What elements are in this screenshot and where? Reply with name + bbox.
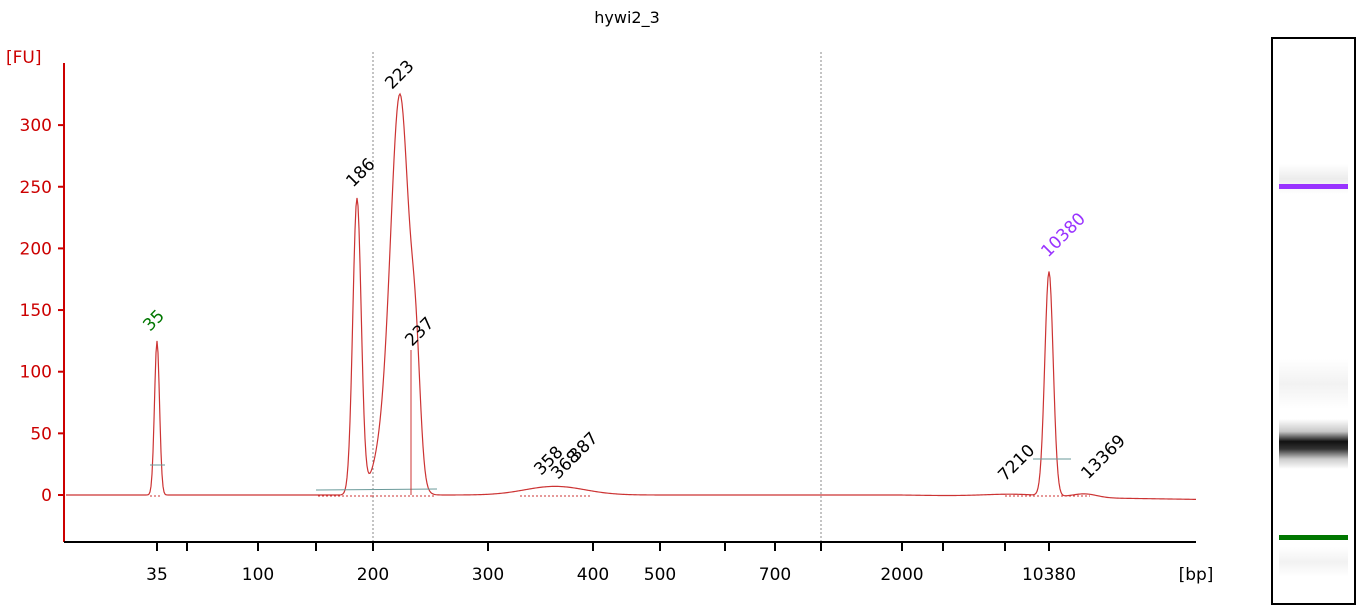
y-tick-label: 0 <box>41 486 52 506</box>
y-tick-label: 200 <box>20 239 52 259</box>
peak-label: 237 <box>401 313 438 350</box>
y-tick-labels: 0 50 100 150 200 250 300 <box>20 116 52 506</box>
x-tick-label: 500 <box>644 565 676 585</box>
x-tick-labels: 35 100 200 300 400 500 700 2000 10380 <box>146 565 1076 585</box>
trace-line <box>66 92 1197 500</box>
gel-lower-marker-band <box>1279 535 1348 540</box>
x-tick-label: 300 <box>472 565 504 585</box>
peak-label: 35 <box>139 306 168 335</box>
gel-smear <box>1279 164 1348 194</box>
x-tick-label: 35 <box>146 565 168 585</box>
x-tick-label: 100 <box>242 565 274 585</box>
x-tick-label: 200 <box>357 565 389 585</box>
y-tick-label: 150 <box>20 301 52 321</box>
peak-label: 223 <box>381 56 418 93</box>
peak-label: 13369 <box>1077 431 1129 483</box>
chart-title: hywi2_3 <box>594 8 660 28</box>
y-tick-label: 100 <box>20 363 52 383</box>
y-tick-label: 50 <box>30 424 52 444</box>
axes <box>58 63 1196 551</box>
x-tick-label: 400 <box>577 565 609 585</box>
gel-upper-marker-band <box>1279 184 1348 189</box>
peak-label: 7210 <box>994 441 1039 486</box>
peak-label: 186 <box>342 154 379 191</box>
y-tick-label: 250 <box>20 178 52 198</box>
gel-smear <box>1279 359 1348 409</box>
y-tick-label: 300 <box>20 116 52 136</box>
x-tick-label: 10380 <box>1022 565 1076 585</box>
x-tick-label: 2000 <box>880 565 923 585</box>
gridlines <box>372 52 822 542</box>
trace <box>66 92 1197 500</box>
gel-smear <box>1279 547 1348 577</box>
region-line <box>315 488 438 491</box>
gel-main-band <box>1279 419 1348 469</box>
y-axis-unit: [FU] <box>6 48 42 68</box>
x-axis-unit: [bp] <box>1179 565 1214 585</box>
gel-lane <box>1271 37 1356 605</box>
peak-label: 10380 <box>1037 209 1089 261</box>
x-tick-label: 700 <box>759 565 791 585</box>
